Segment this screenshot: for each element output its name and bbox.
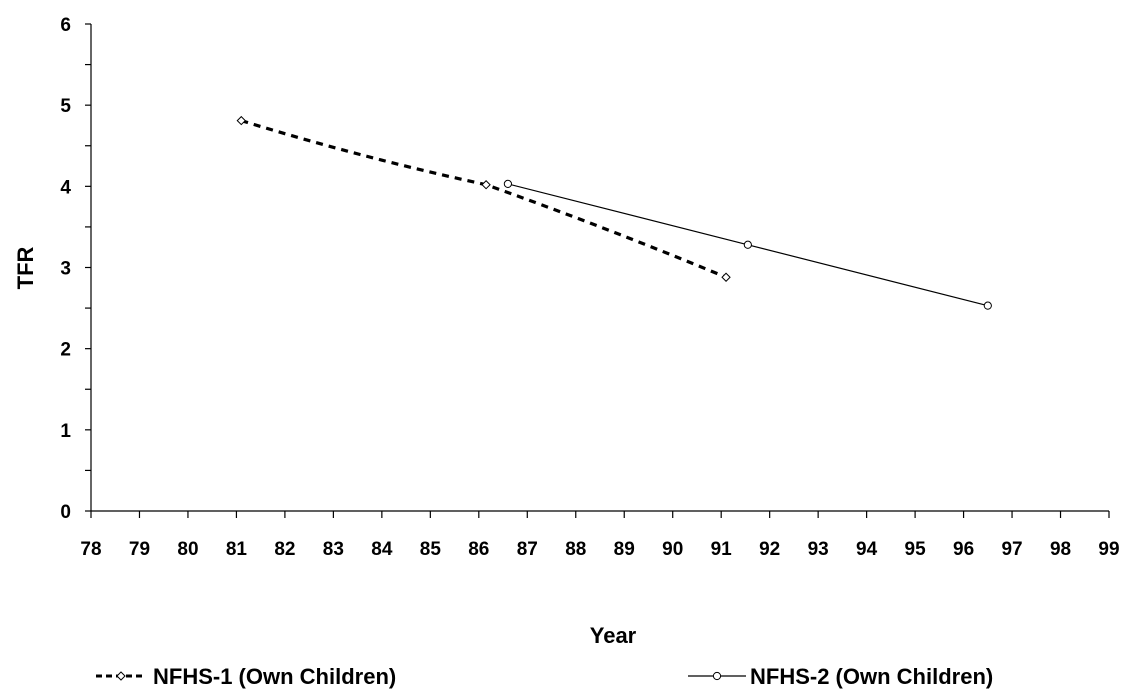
x-tick-label: 93 <box>808 539 829 560</box>
legend: NFHS-1 (Own Children) NFHS-2 (Own Childr… <box>96 664 993 689</box>
series-nfhs-2-point <box>503 179 512 188</box>
x-tick-label: 78 <box>80 539 101 560</box>
x-tick-label: 94 <box>856 539 878 560</box>
y-tick-label: 1 <box>60 421 71 442</box>
legend-marker-nfhs-1 <box>116 671 126 681</box>
y-tick-label: 6 <box>60 15 71 36</box>
x-axis-ticks: 78 79 80 81 82 83 84 85 86 87 88 89 90 91 92 93 94 95 96 97… <box>80 511 1120 560</box>
x-tick-label: 96 <box>953 539 974 560</box>
y-tick-label: 5 <box>60 96 71 117</box>
x-tick-label: 89 <box>614 539 635 560</box>
legend-item-nfhs-2: NFHS-2 (Own Children) <box>688 664 993 689</box>
x-tick-label: 98 <box>1050 539 1071 560</box>
x-tick-label: 90 <box>662 539 683 560</box>
x-tick-label: 95 <box>905 539 927 560</box>
x-tick-label: 81 <box>226 539 248 560</box>
series-layer <box>236 115 992 310</box>
series-nfhs-1-point <box>721 272 731 282</box>
x-tick-label: 87 <box>517 539 538 560</box>
x-tick-label: 80 <box>177 539 198 560</box>
y-tick-label: 0 <box>60 502 71 523</box>
legend-item-nfhs-1: NFHS-1 (Own Children) <box>96 664 396 689</box>
x-tick-label: 88 <box>565 539 586 560</box>
y-tick-label: 2 <box>60 340 71 361</box>
plot-area <box>90 24 1109 512</box>
y-tick-label: 3 <box>60 259 71 280</box>
series-nfhs-1-point <box>236 115 246 126</box>
x-tick-label: 84 <box>371 539 393 560</box>
x-tick-label: 85 <box>420 539 442 560</box>
y-tick-label: 4 <box>60 177 71 198</box>
series-nfhs-2-point <box>743 240 752 249</box>
y-axis-ticks: 0 1 2 3 4 5 6 <box>60 15 91 523</box>
x-tick-label: 97 <box>1001 539 1022 560</box>
x-tick-label: 79 <box>129 539 150 560</box>
series-nfhs-1-point <box>481 180 491 190</box>
legend-label-nfhs-2: NFHS-2 (Own Children) <box>750 664 993 689</box>
x-tick-label: 83 <box>323 539 344 560</box>
x-tick-label: 91 <box>711 539 733 560</box>
x-tick-label: 82 <box>274 539 295 560</box>
y-axis-title: TFR <box>13 247 38 290</box>
series-nfhs-2-point <box>983 301 992 310</box>
legend-label-nfhs-1: NFHS-1 (Own Children) <box>153 664 396 689</box>
x-tick-label: 86 <box>468 539 489 560</box>
x-tick-label: 92 <box>759 539 780 560</box>
legend-marker-nfhs-2 <box>712 671 722 681</box>
x-tick-label: 99 <box>1098 539 1119 560</box>
series-nfhs-1-line <box>240 119 727 279</box>
x-axis-title: Year <box>590 623 637 648</box>
